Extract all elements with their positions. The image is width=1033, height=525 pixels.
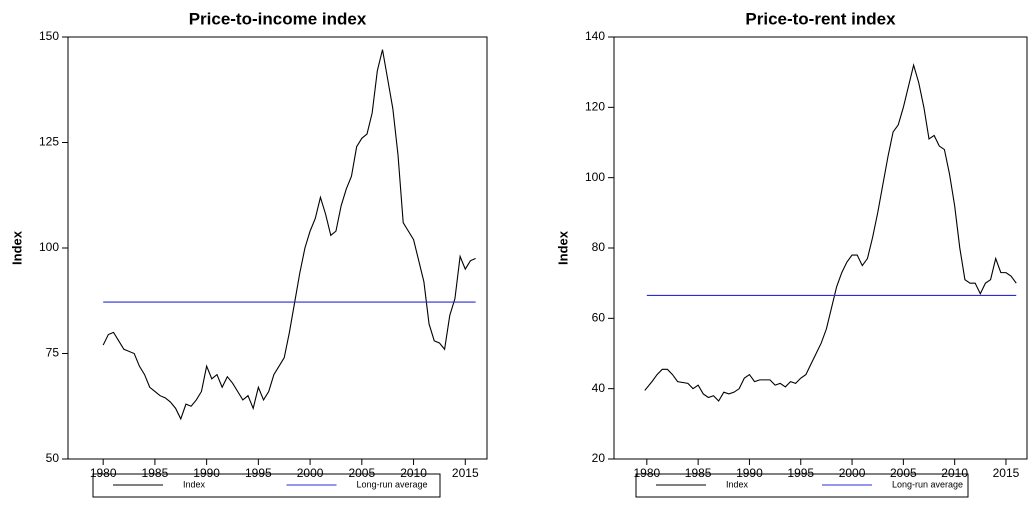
y-tick-label: 40 xyxy=(592,381,606,395)
y-tick-label: 140 xyxy=(585,29,605,43)
x-tick-label: 2015 xyxy=(452,466,479,480)
y-tick-label: 80 xyxy=(592,240,606,254)
y-tick-label: 75 xyxy=(46,346,60,360)
y-tick-label: 125 xyxy=(39,135,59,149)
y-tick-label: 150 xyxy=(39,29,59,43)
y-tick-label: 100 xyxy=(585,170,605,184)
chart-title: Price-to-rent index xyxy=(745,9,896,28)
legend-label: Index xyxy=(183,479,206,489)
plot-frame xyxy=(67,36,488,460)
x-tick-label: 2010 xyxy=(941,466,968,480)
x-tick-label: 1985 xyxy=(685,466,712,480)
x-tick-label: 2010 xyxy=(400,466,427,480)
y-tick-label: 50 xyxy=(46,451,60,465)
y-axis-label: Index xyxy=(9,230,24,265)
x-tick-label: 1980 xyxy=(633,466,660,480)
y-tick-label: 100 xyxy=(39,240,59,254)
x-tick-label: 2015 xyxy=(993,466,1020,480)
data-line xyxy=(644,63,1017,402)
plot-frame xyxy=(613,36,1028,460)
y-tick-label: 20 xyxy=(592,451,606,465)
x-tick-label: 1990 xyxy=(736,466,763,480)
x-tick-label: 2000 xyxy=(839,466,866,480)
x-tick-label: 2000 xyxy=(297,466,324,480)
legend-label: Index xyxy=(726,479,749,489)
legend-frame xyxy=(92,473,441,498)
y-axis-label: Index xyxy=(555,230,570,265)
x-tick-label: 2005 xyxy=(890,466,917,480)
x-tick-label: 1995 xyxy=(787,466,814,480)
x-tick-label: 1980 xyxy=(90,466,117,480)
chart-title: Price-to-income index xyxy=(189,9,367,28)
x-tick-label: 1995 xyxy=(245,466,272,480)
data-line xyxy=(102,49,476,421)
legend-label: Long-run average xyxy=(357,479,428,489)
y-tick-label: 120 xyxy=(585,100,605,114)
y-tick-label: 60 xyxy=(592,311,606,325)
x-tick-label: 2005 xyxy=(348,466,375,480)
legend-label: Long-run average xyxy=(892,479,963,489)
x-tick-label: 1990 xyxy=(193,466,220,480)
legend-frame xyxy=(635,473,969,498)
x-tick-label: 1985 xyxy=(142,466,169,480)
